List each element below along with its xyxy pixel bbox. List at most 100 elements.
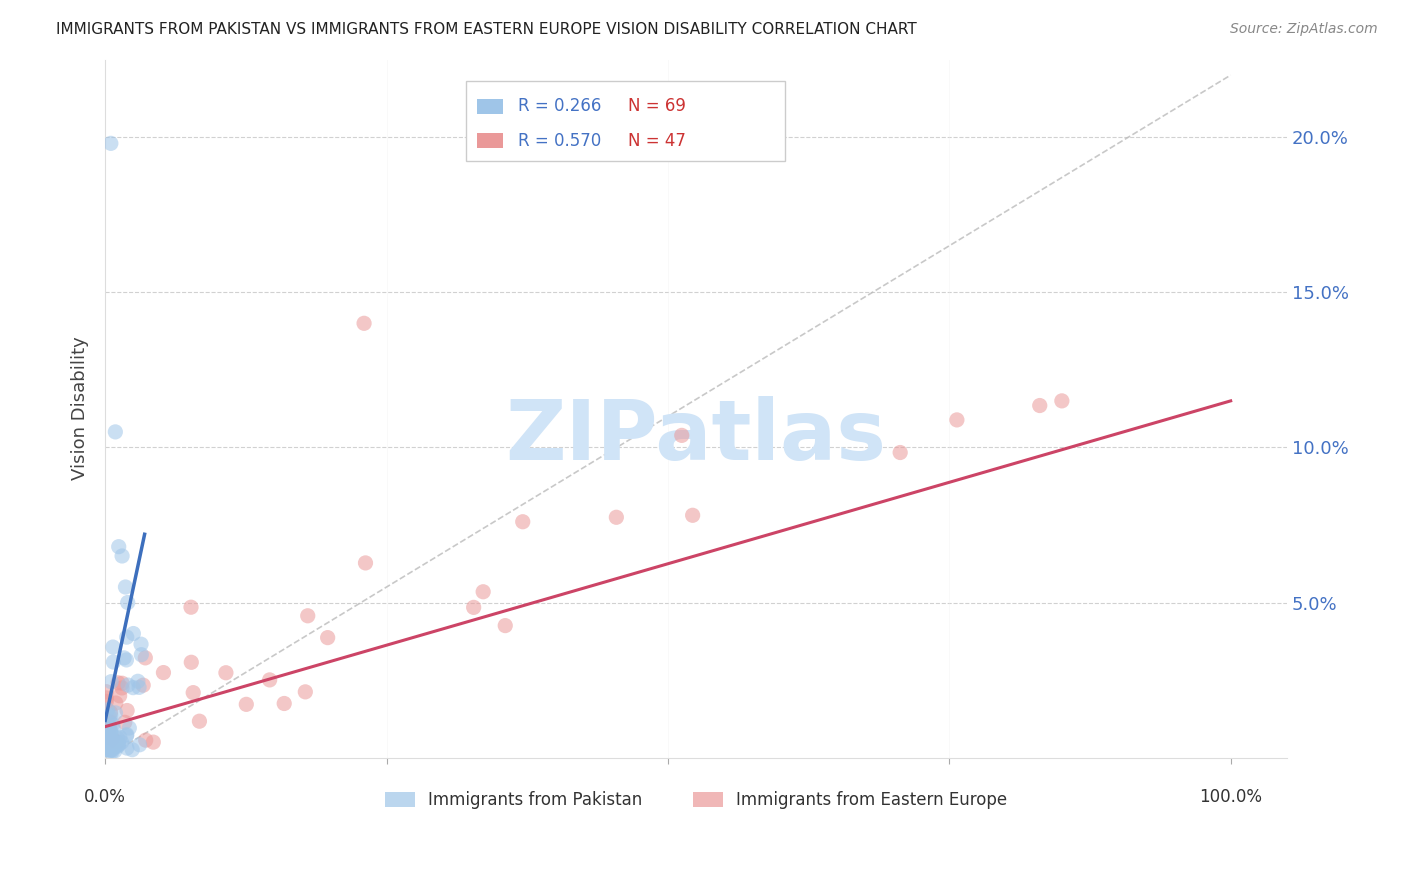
Point	[100, 136, 122, 151]
Point	[180, 600, 202, 615]
Point	[316, 631, 339, 645]
Point	[115, 728, 138, 742]
Point	[104, 696, 127, 710]
FancyBboxPatch shape	[465, 80, 785, 161]
Point	[100, 708, 122, 723]
Text: N = 47: N = 47	[627, 132, 685, 150]
Point	[100, 674, 122, 689]
Point	[682, 508, 704, 523]
Point	[100, 739, 122, 754]
Point	[103, 655, 125, 669]
Point	[105, 734, 128, 748]
Point	[105, 735, 128, 749]
Point	[235, 698, 257, 712]
Point	[107, 739, 129, 754]
Legend: Immigrants from Pakistan, Immigrants from Eastern Europe: Immigrants from Pakistan, Immigrants fro…	[378, 784, 1014, 815]
Point	[98, 744, 121, 758]
Point	[98, 714, 121, 729]
Point	[97, 735, 120, 749]
Point	[107, 737, 129, 751]
Point	[118, 721, 141, 735]
Point	[889, 445, 911, 459]
Point	[98, 724, 121, 739]
Point	[94, 738, 117, 752]
Point	[96, 703, 118, 717]
Point	[98, 718, 121, 732]
Text: ZIPatlas: ZIPatlas	[506, 396, 887, 477]
Point	[98, 709, 121, 723]
Point	[180, 655, 202, 669]
Text: 0.0%: 0.0%	[84, 789, 127, 806]
Point	[101, 742, 124, 756]
Point	[96, 694, 118, 708]
Point	[134, 651, 156, 665]
Point	[108, 738, 131, 752]
Point	[97, 722, 120, 736]
Y-axis label: Vision Disability: Vision Disability	[72, 337, 89, 481]
Point	[98, 724, 121, 739]
Point	[100, 743, 122, 757]
Point	[215, 665, 238, 680]
Point	[135, 733, 157, 747]
Point	[96, 684, 118, 698]
Point	[100, 731, 122, 746]
Text: R = 0.266: R = 0.266	[517, 97, 600, 115]
Text: 100.0%: 100.0%	[1199, 789, 1263, 806]
Point	[132, 678, 155, 692]
Point	[671, 428, 693, 442]
Point	[94, 737, 117, 751]
Text: R = 0.570: R = 0.570	[517, 132, 600, 150]
Point	[121, 742, 143, 756]
Point	[127, 674, 149, 689]
Point	[97, 735, 120, 749]
Point	[117, 595, 139, 609]
Point	[354, 556, 377, 570]
Point	[115, 653, 138, 667]
Point	[181, 686, 204, 700]
Point	[512, 515, 534, 529]
Point	[97, 731, 120, 745]
Point	[101, 737, 124, 751]
Point	[97, 739, 120, 754]
Point	[104, 425, 127, 439]
Point	[128, 738, 150, 752]
Point	[96, 736, 118, 750]
Point	[94, 729, 117, 743]
Point	[115, 630, 138, 644]
Point	[104, 744, 127, 758]
Point	[297, 608, 319, 623]
Point	[152, 665, 174, 680]
Point	[97, 733, 120, 747]
Point	[100, 726, 122, 740]
Point	[111, 681, 134, 695]
Point	[100, 730, 122, 744]
Point	[605, 510, 627, 524]
Point	[128, 681, 150, 695]
Point	[107, 540, 129, 554]
Point	[103, 722, 125, 736]
Point	[1050, 393, 1073, 408]
Point	[115, 729, 138, 743]
Point	[115, 741, 138, 756]
Point	[353, 316, 375, 330]
Point	[129, 637, 152, 651]
Point	[98, 731, 121, 745]
Point	[104, 739, 127, 754]
Point	[100, 724, 122, 739]
Point	[94, 739, 117, 754]
Point	[1029, 399, 1052, 413]
Point	[115, 704, 138, 718]
Point	[100, 738, 122, 752]
Point	[111, 676, 134, 690]
Point	[96, 742, 118, 756]
Point	[122, 681, 145, 695]
Point	[294, 685, 316, 699]
Point	[114, 580, 136, 594]
Point	[101, 640, 124, 654]
FancyBboxPatch shape	[478, 133, 503, 148]
Point	[114, 715, 136, 730]
Point	[105, 731, 128, 745]
Point	[108, 730, 131, 744]
Point	[117, 678, 139, 692]
Point	[101, 744, 124, 758]
